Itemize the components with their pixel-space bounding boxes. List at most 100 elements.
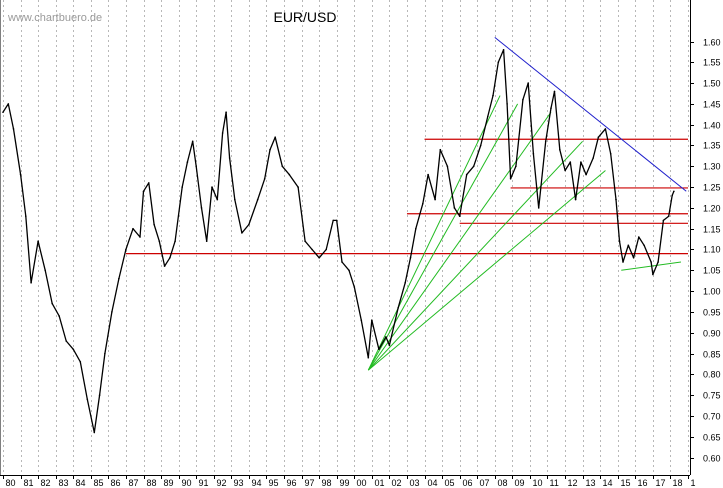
price-point bbox=[111, 311, 113, 313]
x-tick-label: 95 bbox=[269, 478, 279, 488]
price-point bbox=[37, 240, 39, 242]
x-tick-label: 88 bbox=[147, 478, 157, 488]
price-point bbox=[544, 140, 547, 143]
price-point bbox=[509, 178, 512, 180]
price-point bbox=[627, 244, 630, 247]
price-point bbox=[397, 306, 400, 309]
price-point bbox=[422, 202, 424, 205]
price-point bbox=[385, 336, 387, 338]
price-point bbox=[371, 319, 373, 322]
uptrend-line bbox=[367, 111, 552, 371]
x-tick-label: 89 bbox=[164, 478, 174, 488]
uptrend-line bbox=[367, 140, 583, 371]
price-point bbox=[2, 111, 4, 113]
price-point bbox=[148, 182, 150, 184]
price-point bbox=[615, 198, 617, 201]
price-point bbox=[367, 356, 370, 359]
price-point bbox=[585, 173, 587, 176]
price-point bbox=[58, 315, 60, 317]
price-point bbox=[132, 227, 134, 230]
price-point bbox=[51, 302, 53, 305]
price-point bbox=[281, 165, 284, 168]
price-point bbox=[492, 94, 494, 97]
price-point bbox=[574, 198, 577, 201]
price-point bbox=[550, 107, 552, 109]
y-tick-label: 1.50 bbox=[703, 79, 721, 89]
price-point bbox=[569, 161, 572, 163]
price-point bbox=[673, 190, 675, 193]
price-point bbox=[174, 240, 176, 242]
price-point bbox=[662, 219, 665, 222]
price-point bbox=[604, 128, 607, 130]
x-tick-label: 92 bbox=[217, 478, 227, 488]
x-tick-label: 87 bbox=[129, 478, 139, 488]
x-tick-label: 11 bbox=[550, 478, 559, 488]
price-point bbox=[225, 111, 227, 113]
price-point bbox=[186, 161, 189, 163]
price-point bbox=[216, 198, 219, 201]
price-point bbox=[153, 223, 155, 226]
price-point bbox=[205, 240, 208, 242]
x-tick-label: 82 bbox=[41, 478, 51, 488]
x-tick-label: 93 bbox=[234, 478, 244, 488]
price-point bbox=[98, 394, 101, 396]
price-point bbox=[487, 115, 489, 118]
price-point bbox=[263, 178, 266, 180]
y-tick-label: 1.45 bbox=[703, 100, 721, 110]
price-point bbox=[142, 190, 145, 193]
x-tick-label: 94 bbox=[252, 478, 262, 488]
y-tick-label: 0.65 bbox=[703, 433, 721, 443]
price-point bbox=[163, 265, 166, 267]
x-tick-label: 97 bbox=[305, 478, 315, 488]
price-point bbox=[311, 248, 313, 251]
watermark: www.chartbuero.de bbox=[7, 12, 102, 24]
price-point bbox=[65, 340, 67, 342]
price-point bbox=[181, 186, 183, 188]
price-point bbox=[537, 207, 540, 209]
price-point bbox=[650, 261, 652, 263]
x-tick-label: 16 bbox=[638, 478, 648, 488]
price-point bbox=[415, 227, 417, 230]
price-point bbox=[211, 186, 213, 188]
price-point bbox=[72, 348, 75, 351]
x-tick-label: 85 bbox=[94, 478, 104, 488]
price-point bbox=[622, 261, 624, 263]
y-tick-label: 0.75 bbox=[703, 391, 721, 401]
x-tick-label: 18 bbox=[673, 478, 683, 488]
y-tick-label: 1.35 bbox=[703, 141, 721, 151]
price-point bbox=[325, 248, 328, 251]
price-point bbox=[643, 244, 645, 247]
x-tick-label: 84 bbox=[76, 478, 86, 488]
price-point bbox=[527, 82, 529, 84]
uptrend-line bbox=[368, 170, 606, 371]
price-point bbox=[434, 198, 436, 201]
price-point bbox=[497, 61, 500, 64]
price-point bbox=[104, 352, 106, 355]
price-point bbox=[502, 49, 505, 51]
y-tick-label: 0.95 bbox=[703, 308, 721, 318]
price-point bbox=[191, 140, 194, 143]
price-point bbox=[118, 277, 120, 280]
x-tick-label: 17 bbox=[656, 478, 666, 488]
price-point bbox=[388, 344, 391, 347]
price-point bbox=[404, 282, 407, 284]
price-point bbox=[580, 161, 582, 163]
price-point bbox=[274, 136, 277, 138]
x-axis-ticks: 80 81 82 83 84 85 86 87 88 89 90 91 92 93 94 95 96 97 98 99… bbox=[3, 475, 696, 488]
price-point bbox=[360, 319, 363, 322]
y-tick-label: 0.70 bbox=[703, 412, 721, 422]
y-tick-label: 0.90 bbox=[703, 329, 721, 339]
x-tick-label: 03 bbox=[410, 478, 420, 488]
x-tick-label: 05 bbox=[445, 478, 455, 488]
x-tick-label: 04 bbox=[428, 478, 438, 488]
price-point bbox=[671, 194, 673, 197]
uptrend-line bbox=[367, 103, 519, 371]
price-point bbox=[228, 157, 231, 159]
price-point bbox=[506, 103, 508, 105]
price-point bbox=[19, 173, 22, 176]
y-tick-label: 1.00 bbox=[703, 287, 721, 297]
price-point bbox=[378, 348, 380, 351]
price-point bbox=[532, 153, 535, 155]
x-tick-label: 1 bbox=[691, 478, 696, 488]
